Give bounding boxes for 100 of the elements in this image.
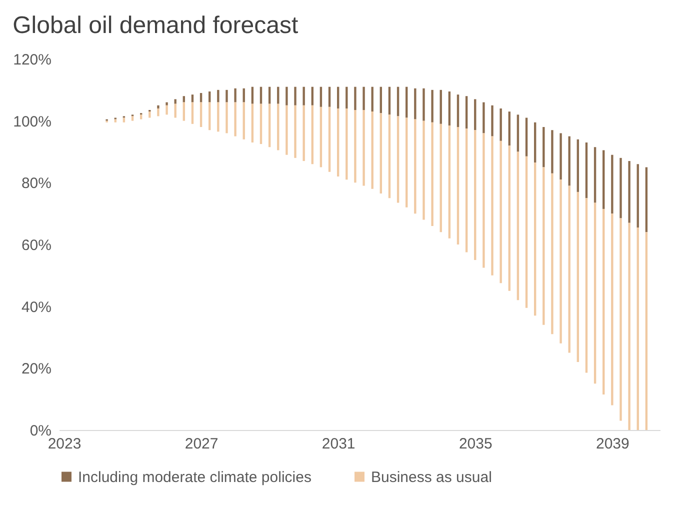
bar (508, 112, 510, 146)
bar (482, 102, 485, 134)
bar (208, 91, 211, 102)
bar (396, 86, 400, 116)
bar (414, 119, 416, 214)
bar (294, 105, 296, 158)
bar (440, 90, 442, 124)
bar (585, 142, 588, 198)
bar (508, 146, 510, 291)
bar (560, 133, 562, 180)
bar (568, 186, 570, 353)
bar (620, 218, 622, 421)
bar (482, 133, 485, 268)
bar (542, 127, 545, 168)
bar (371, 112, 374, 189)
bar (516, 114, 520, 152)
bar (320, 86, 322, 107)
bar (226, 90, 228, 102)
bar (388, 114, 391, 198)
bar (380, 86, 382, 114)
y-tick-label: 20% (21, 360, 52, 378)
x-tick-label: 2031 (322, 436, 356, 452)
bar (585, 198, 588, 373)
bar (277, 86, 280, 104)
bar (396, 116, 400, 203)
bar (311, 105, 314, 164)
bar (354, 110, 356, 183)
bar (362, 110, 365, 186)
bar (336, 108, 340, 176)
bar (534, 122, 536, 163)
bar (456, 94, 460, 128)
bar (174, 104, 176, 118)
bar (157, 105, 160, 108)
bar (594, 202, 596, 384)
bar (174, 99, 176, 104)
bar (636, 164, 639, 228)
bar (560, 180, 562, 344)
bar (260, 86, 262, 104)
bar (525, 118, 528, 156)
x-tick-label: 2027 (184, 436, 218, 452)
bar (354, 86, 356, 110)
bar (448, 125, 451, 238)
bar (286, 105, 288, 155)
bar (525, 156, 528, 308)
legend-label: Business as usual (371, 468, 492, 486)
bar (611, 154, 614, 214)
bar (602, 208, 605, 394)
bar (200, 102, 202, 128)
bar (388, 86, 391, 115)
bar (260, 104, 262, 144)
bar (422, 120, 425, 220)
bar (645, 167, 648, 232)
bar (362, 86, 365, 110)
bar (371, 86, 374, 112)
bar (140, 114, 142, 120)
bar (422, 88, 425, 121)
bar (465, 128, 468, 252)
y-tick-label: 60% (21, 237, 52, 254)
bar (148, 112, 151, 118)
y-tick-label: 40% (21, 298, 52, 316)
y-tick-label: 80% (21, 175, 52, 192)
bar (620, 158, 622, 218)
bar (302, 105, 305, 162)
bar (242, 88, 245, 102)
bar (380, 113, 382, 194)
bar (500, 108, 502, 141)
bar (431, 90, 434, 122)
bar (594, 147, 596, 203)
bar (474, 99, 476, 130)
bar (406, 86, 408, 118)
bar (208, 102, 211, 130)
bar (576, 139, 580, 192)
bar (491, 105, 494, 136)
chart-title: Global oil demand forecast (12, 12, 298, 39)
bar (611, 214, 614, 406)
bar (602, 150, 605, 209)
bar (551, 173, 554, 334)
bar (628, 161, 630, 223)
bar (302, 86, 305, 106)
bar (217, 90, 220, 102)
bar (516, 152, 520, 300)
bar (500, 140, 502, 284)
bar (268, 104, 271, 148)
bar (474, 130, 476, 260)
bar (217, 102, 220, 132)
bar (320, 106, 322, 168)
bar (277, 104, 280, 150)
bar (456, 127, 460, 244)
bar (576, 192, 580, 362)
bar (628, 222, 630, 430)
y-tick-label: 100% (13, 113, 52, 130)
bar (182, 102, 186, 121)
bar (242, 102, 245, 140)
bar (200, 93, 202, 102)
bar (406, 118, 408, 208)
y-tick-label: 120% (13, 52, 52, 68)
bar (542, 167, 545, 325)
bar (234, 88, 236, 102)
bar (534, 162, 536, 316)
bar (294, 86, 296, 106)
